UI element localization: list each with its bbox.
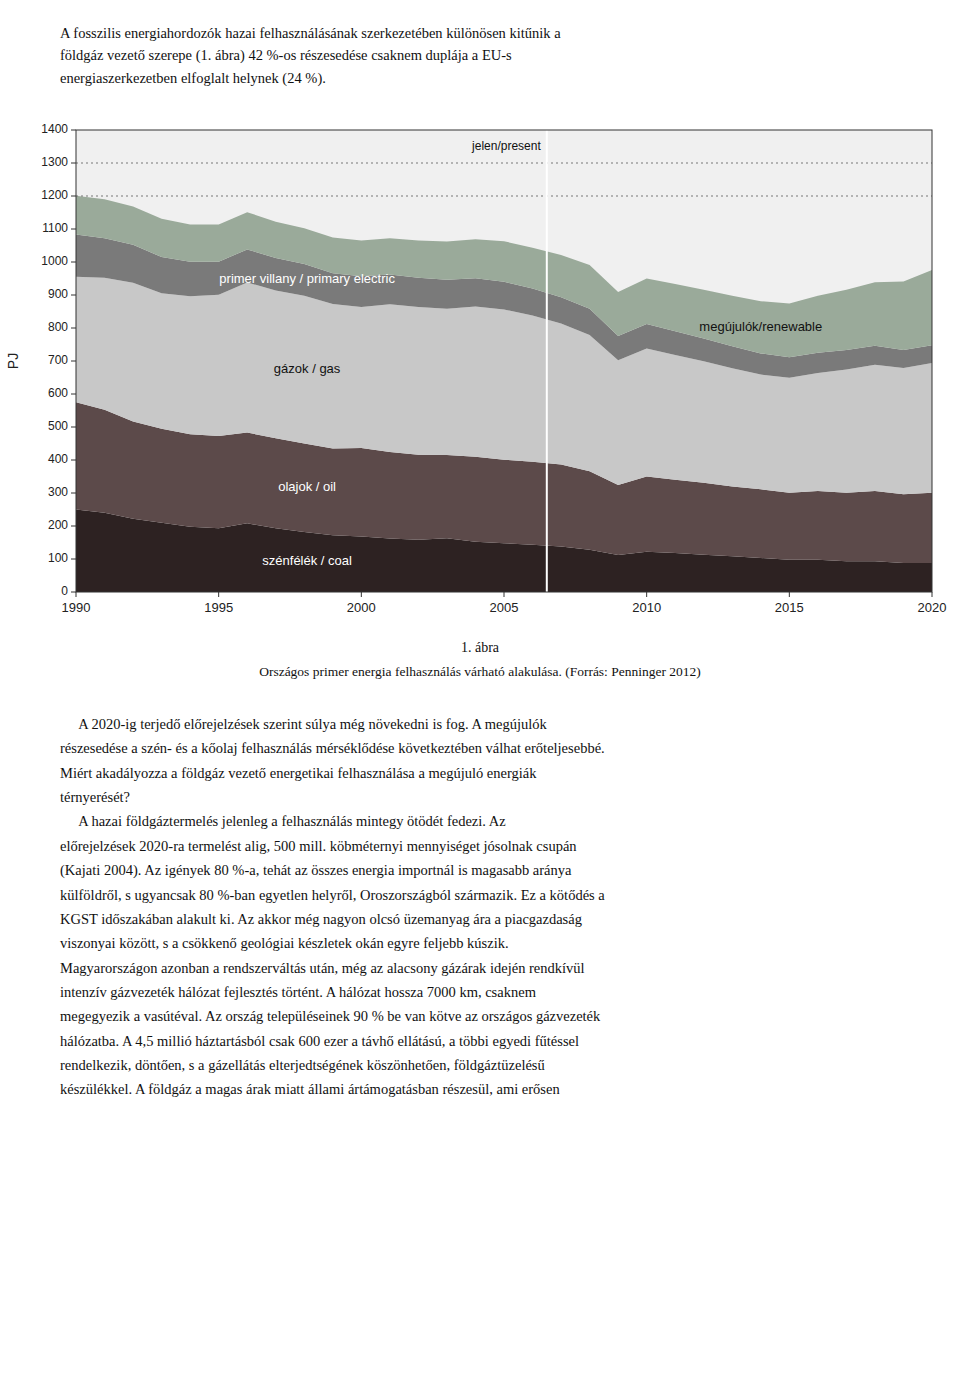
body-text: A 2020-ig terjedő előrejelzések szerint … bbox=[60, 712, 940, 1102]
x-tick bbox=[932, 592, 933, 597]
plot-frame bbox=[76, 130, 932, 592]
y-tick-label: 400 bbox=[48, 452, 68, 466]
series-label: megújulók/renewable bbox=[699, 319, 822, 334]
plot-background bbox=[76, 130, 932, 592]
area-series bbox=[76, 196, 932, 358]
header-line: energiaszerkezetben elfoglalt helynek (2… bbox=[60, 67, 920, 89]
y-tick bbox=[71, 394, 76, 395]
y-tick-label: 900 bbox=[48, 287, 68, 301]
series-label: szénfélék / coal bbox=[262, 553, 352, 568]
present-label: jelen/present bbox=[471, 139, 541, 153]
x-tick bbox=[218, 592, 219, 597]
x-tick-label: 2000 bbox=[347, 600, 376, 615]
areas bbox=[76, 130, 932, 592]
x-tick-label: 2005 bbox=[490, 600, 519, 615]
present-line bbox=[546, 130, 548, 592]
series-label: primer villany / primary electric bbox=[219, 271, 395, 286]
x-tick bbox=[361, 592, 362, 597]
y-tick-label: 100 bbox=[48, 551, 68, 565]
y-tick-label: 300 bbox=[48, 485, 68, 499]
y-tick bbox=[71, 163, 76, 164]
header-line: A fosszilis energiahordozók hazai felhas… bbox=[60, 22, 920, 44]
y-tick-label: 800 bbox=[48, 320, 68, 334]
reference-line bbox=[76, 163, 932, 164]
x-tick bbox=[789, 592, 790, 597]
y-tick bbox=[71, 328, 76, 329]
y-tick-label: 0 bbox=[61, 584, 68, 598]
x-tick-label: 1995 bbox=[204, 600, 233, 615]
header-text: A fosszilis energiahordozók hazai felhas… bbox=[60, 22, 920, 89]
y-tick bbox=[71, 229, 76, 230]
y-tick-label: 700 bbox=[48, 353, 68, 367]
header-line: földgáz vezető szerepe (1. ábra) 42 %-os… bbox=[60, 44, 920, 66]
y-tick bbox=[71, 526, 76, 527]
series-labels: szénfélék / coal olajok / oil gázok / gas p… bbox=[219, 139, 822, 568]
x-tick bbox=[646, 592, 647, 597]
y-tick bbox=[71, 262, 76, 263]
y-tick bbox=[71, 460, 76, 461]
y-tick-label: 600 bbox=[48, 386, 68, 400]
y-tick-label: 1400 bbox=[41, 122, 68, 136]
x-tick-label: 2010 bbox=[632, 600, 661, 615]
chart-container: szénfélék / coal olajok / oil gázok / gas p… bbox=[0, 118, 960, 632]
caption-subtitle: Országos primer energia felhasználás vár… bbox=[0, 664, 960, 680]
reference-line bbox=[76, 196, 932, 197]
y-tick bbox=[71, 196, 76, 197]
y-tick-label: 1000 bbox=[41, 254, 68, 268]
y-tick bbox=[71, 361, 76, 362]
series-label: gázok / gas bbox=[274, 361, 341, 376]
y-tick-label: 200 bbox=[48, 518, 68, 532]
chart: szénfélék / coal olajok / oil gázok / gas p… bbox=[0, 118, 960, 628]
y-tick bbox=[71, 295, 76, 296]
caption: 1. ábra Országos primer energia felhaszná… bbox=[0, 640, 960, 680]
y-tick bbox=[71, 493, 76, 494]
x-tick bbox=[504, 592, 505, 597]
x-tick-label: 2015 bbox=[775, 600, 804, 615]
caption-title: 1. ábra bbox=[0, 640, 960, 656]
y-tick-label: 1100 bbox=[42, 221, 68, 235]
y-tick bbox=[71, 559, 76, 560]
y-tick-label: 500 bbox=[48, 419, 68, 433]
page: A fosszilis energiahordozók hazai felhas… bbox=[0, 0, 960, 1384]
y-tick bbox=[71, 592, 76, 593]
y-tick bbox=[71, 427, 76, 428]
body-paragraph: A hazai földgáztermelés jelenleg a felha… bbox=[60, 809, 940, 1101]
series-label: olajok / oil bbox=[278, 479, 336, 494]
body-paragraph: A 2020-ig terjedő előrejelzések szerint … bbox=[60, 712, 940, 809]
y-tick-label: 1300 bbox=[41, 155, 68, 169]
axes: 1990 1995 2000 2005 2010 2015 2020 0 100 200 300 40… bbox=[5, 122, 946, 615]
y-axis-label: PJ bbox=[5, 353, 21, 369]
y-tick bbox=[71, 130, 76, 131]
x-tick-label: 1990 bbox=[62, 600, 91, 615]
x-tick bbox=[76, 592, 77, 597]
x-tick-label: 2020 bbox=[918, 600, 947, 615]
y-tick-label: 1200 bbox=[41, 188, 68, 202]
